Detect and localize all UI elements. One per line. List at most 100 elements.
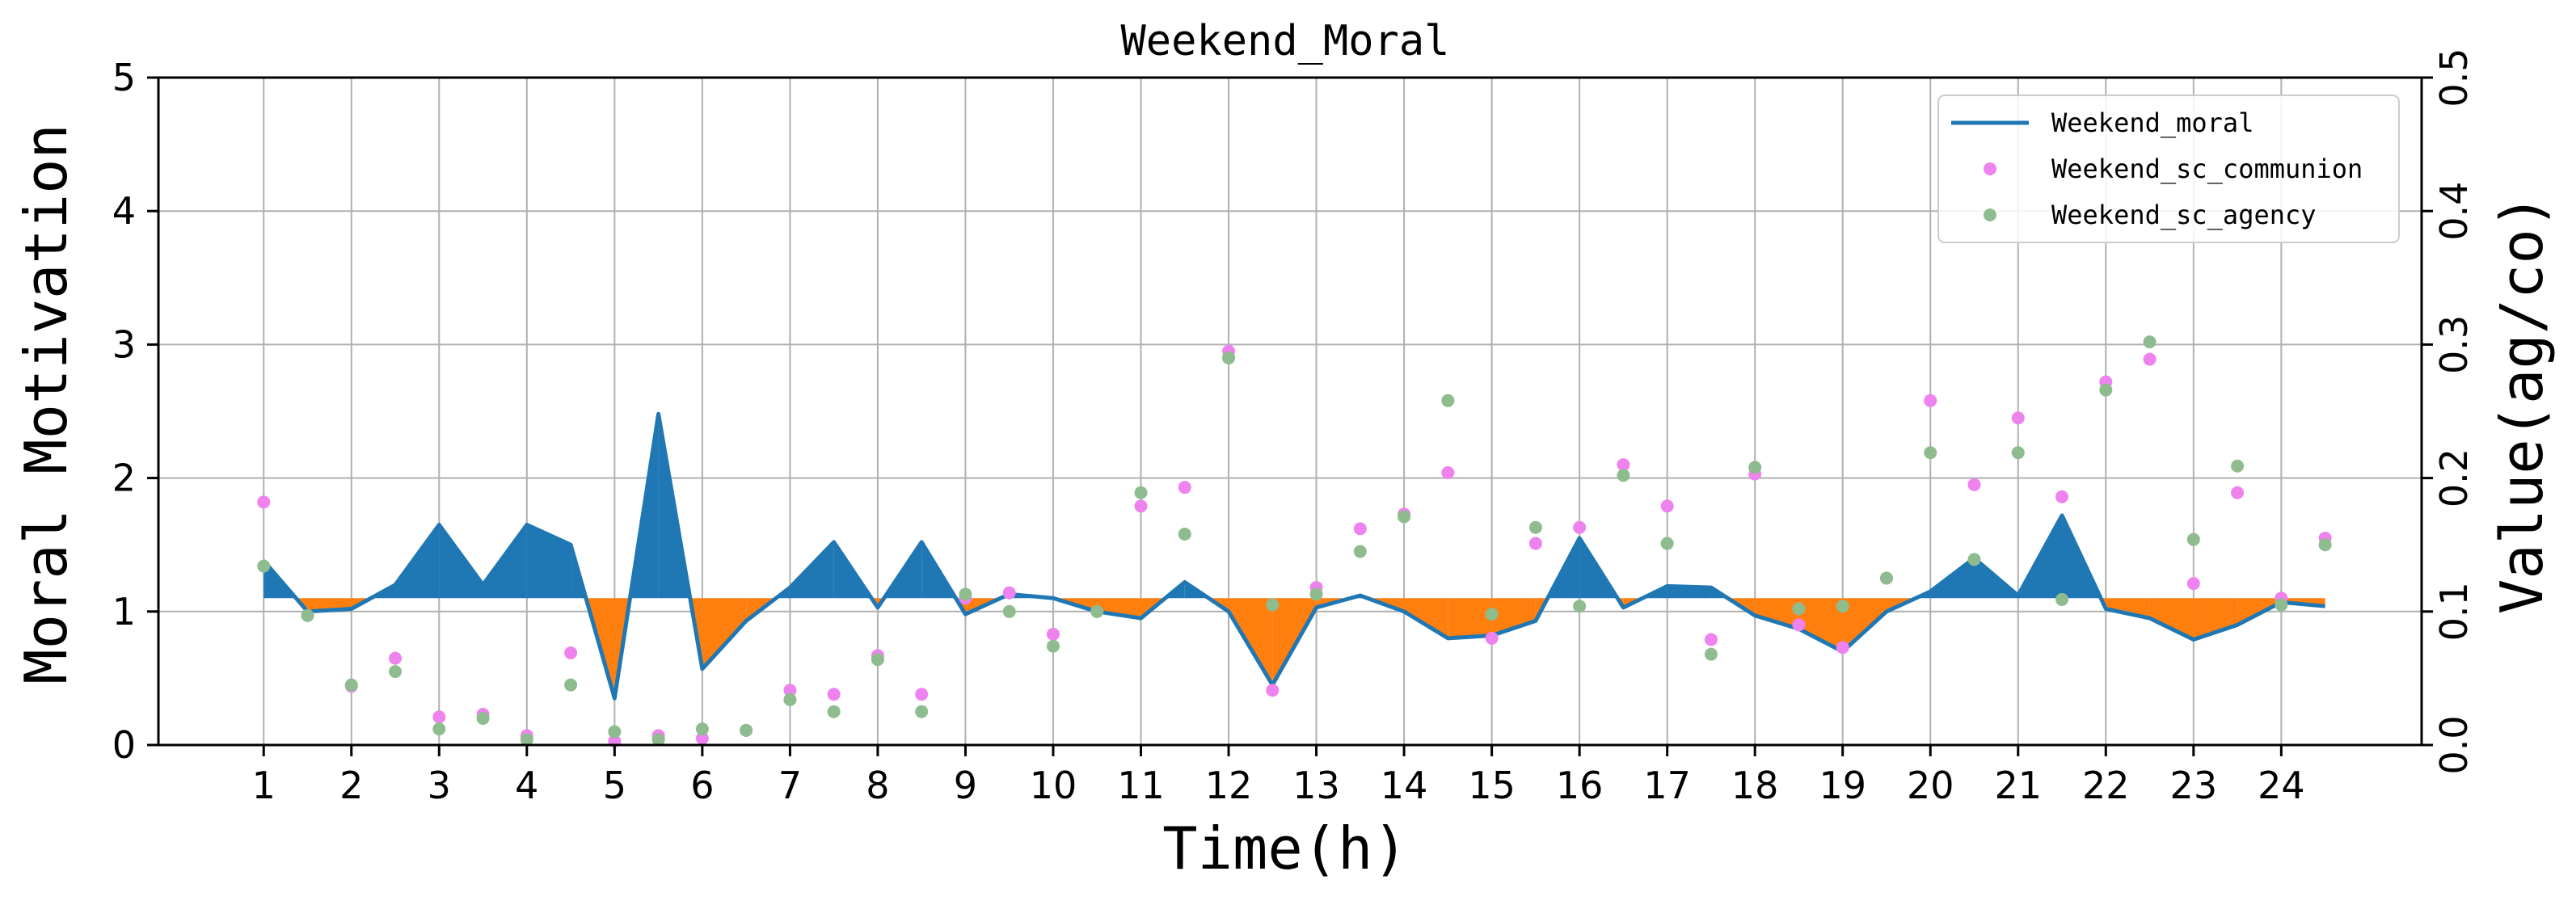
point-communion [2186,577,2200,591]
legend-entry-label: Weekend_sc_communion [2051,154,2363,184]
point-agency [1266,598,1280,612]
x-tick-label: 23 [2170,764,2218,807]
y-tick-right-label: 0.2 [2432,448,2476,507]
y-tick-right-label: 0.5 [2432,48,2476,107]
point-communion [2011,411,2025,425]
point-agency [1924,446,1937,460]
point-agency [2055,592,2069,606]
x-tick-label: 6 [690,764,714,807]
point-agency [1222,351,1236,364]
legend-swatch-dot [1984,208,1996,221]
x-tick-label: 3 [428,764,451,807]
x-tick-label: 16 [1556,764,1604,807]
point-agency [651,733,665,747]
plot-area: 1 2 3 4 5 6 7 8 9 10 11 12 13 14 15 16 17 18 19 20 21 22 23 240… [112,48,2476,807]
point-agency [2275,598,2288,612]
point-communion [827,688,841,701]
point-communion [1002,586,1016,600]
fill-below-baseline [1491,598,1536,636]
point-communion [695,731,709,745]
fill-below-baseline [1448,598,1492,638]
point-agency [2186,532,2200,546]
legend-entry-label: Weekend_sc_agency [2051,200,2317,230]
point-communion [564,646,578,660]
point-communion [1046,627,1060,641]
point-communion [1792,618,1806,632]
point-communion [1266,684,1280,697]
x-tick-label: 5 [603,764,626,807]
x-tick-label: 17 [1643,764,1691,807]
point-agency [1528,520,1542,534]
point-agency [1485,608,1499,621]
point-communion [1924,394,1937,407]
x-tick-label: 1 [252,764,276,807]
series-line-weekend-moral [262,411,2325,701]
point-communion [915,688,929,701]
point-communion [1485,631,1499,645]
y-tick-label: 2 [112,457,136,500]
point-communion [1836,641,1849,655]
point-agency [2099,383,2113,397]
fill-below-baseline [1798,598,1843,652]
point-agency [257,559,271,573]
y-axis-label: Moral Motivation [12,124,80,684]
fill-above-baseline [526,524,571,599]
legend-entry-label: Weekend_moral [2051,107,2253,138]
fill-below-baseline [2193,598,2238,640]
fill-below-baseline [2106,598,2150,619]
point-agency [301,608,314,622]
point-agency [1178,527,1191,541]
point-agency [1967,553,1981,566]
x-tick-label: 24 [2258,764,2305,807]
point-agency [432,722,446,736]
point-communion [1441,465,1455,479]
point-agency [1046,639,1060,653]
point-agency [1134,486,1148,499]
point-agency [915,705,929,718]
x-tick-label: 11 [1117,764,1165,807]
x-tick-label: 19 [1819,764,1866,807]
x-tick-label: 14 [1381,764,1428,807]
point-communion [389,651,403,665]
x-axis-label: Time(h) [1162,814,1407,882]
point-agency [2011,446,2025,460]
point-agency [476,711,490,725]
point-communion [2055,490,2069,503]
point-agency [1398,510,1411,524]
point-agency [783,692,797,706]
x-tick-label: 20 [1907,764,1954,807]
point-agency [827,705,841,718]
y-tick-label: 3 [112,322,136,366]
point-agency [1792,602,1806,616]
point-agency [564,678,578,692]
y-tick-right-label: 0.3 [2432,315,2476,374]
x-tick-label: 8 [866,764,889,807]
y-tick-label: 1 [112,590,136,634]
point-communion [432,710,446,724]
point-agency [959,587,972,601]
y-tick-right-label: 0.4 [2432,182,2476,241]
point-agency [1617,469,1630,482]
point-communion [1573,520,1587,534]
point-agency [1090,604,1104,618]
legend-box [1937,95,2400,243]
point-communion [1134,499,1148,513]
point-agency [1353,545,1367,558]
fill-below-baseline [1404,598,1448,638]
point-communion [1617,458,1630,472]
point-agency [1748,461,1762,474]
x-tick-label: 13 [1292,764,1340,807]
y-axis-right-label: Value(ag/co) [2488,194,2556,614]
point-agency [1836,600,1849,613]
y-tick-label: 4 [112,189,136,233]
point-agency [389,665,403,679]
point-communion [1660,499,1674,513]
point-agency [695,722,709,736]
point-communion [1967,478,1981,491]
x-tick-label: 2 [339,764,363,807]
point-agency [2143,335,2157,349]
x-tick-label: 4 [515,764,538,807]
point-agency [2231,459,2245,473]
x-tick-label: 9 [954,764,977,807]
